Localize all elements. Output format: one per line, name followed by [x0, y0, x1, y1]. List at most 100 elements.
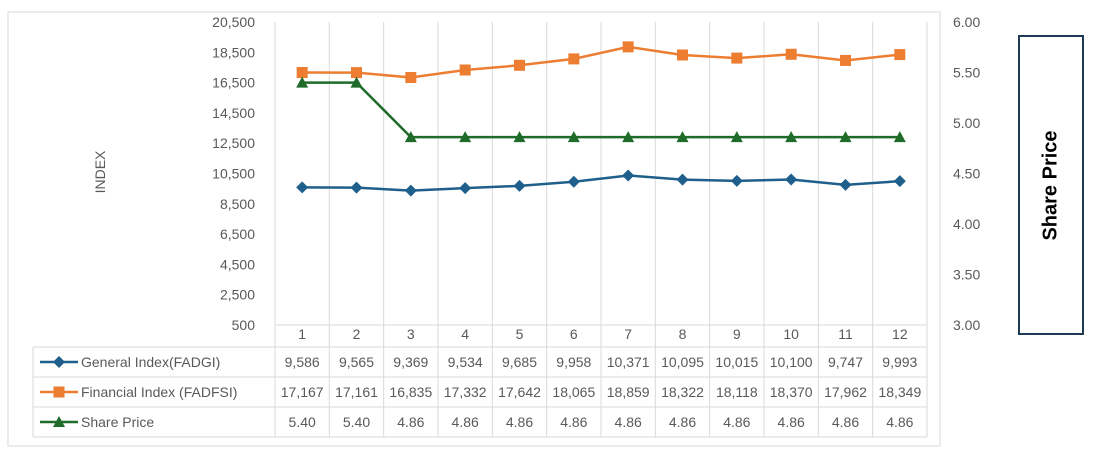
- x-tick-label: 8: [679, 326, 687, 342]
- diamond-marker: [622, 169, 635, 182]
- data-table-cell: 9,565: [339, 354, 374, 370]
- diamond-marker: [459, 182, 472, 195]
- diamond-marker: [785, 173, 798, 186]
- diamond-marker: [404, 184, 417, 197]
- data-table-cell: 18,370: [770, 384, 813, 400]
- x-tick-label: 4: [461, 326, 469, 342]
- diamond-marker: [296, 181, 309, 194]
- series-line-0: [302, 174, 900, 192]
- data-table-cell: 18,859: [607, 384, 650, 400]
- square-marker: [405, 72, 417, 84]
- data-table-cell: 10,095: [661, 354, 704, 370]
- data-table-cell: 4.86: [832, 414, 859, 430]
- share-price-label-box: Share Price: [1018, 35, 1084, 335]
- diamond-marker: [730, 174, 743, 187]
- triangle-marker: [622, 131, 635, 143]
- square-marker: [351, 67, 362, 79]
- y2-tick-label: 4.50: [953, 166, 980, 182]
- y-tick-label: 4,500: [220, 256, 255, 272]
- square-marker: [296, 66, 308, 78]
- y-tick-label: 16,500: [212, 75, 255, 91]
- diamond-marker: [350, 181, 363, 194]
- square-marker: [568, 53, 580, 65]
- legend-label: Share Price: [81, 414, 154, 430]
- square-marker: [894, 49, 906, 61]
- square-marker: [731, 52, 743, 64]
- square-marker: [785, 48, 797, 60]
- data-table-cell: 9,586: [285, 354, 320, 370]
- data-table-cell: 18,322: [661, 384, 704, 400]
- series-line-1: [302, 45, 900, 79]
- y-tick-label: 2,500: [220, 287, 255, 303]
- data-table-cell: 9,369: [393, 354, 428, 370]
- square-marker: [53, 386, 65, 398]
- x-tick-label: 3: [407, 326, 415, 342]
- square-marker: [514, 59, 525, 71]
- data-table-cell: 17,161: [335, 384, 378, 400]
- x-tick-label: 6: [570, 326, 578, 342]
- y2-tick-label: 3.50: [953, 267, 980, 283]
- data-table-cell: 9,993: [882, 354, 917, 370]
- legend-label: Financial Index (FADFSI): [81, 384, 237, 400]
- y-tick-label: 8,500: [220, 196, 255, 212]
- data-table-cell: 17,167: [281, 384, 324, 400]
- triangle-marker: [567, 131, 580, 143]
- data-table-cell: 4.86: [886, 414, 913, 430]
- x-tick-label: 9: [733, 326, 741, 342]
- triangle-marker: [839, 131, 852, 143]
- data-table-cell: 18,118: [716, 384, 758, 400]
- triangle-marker: [893, 131, 906, 143]
- triangle-marker: [53, 416, 65, 427]
- data-table-cell: 18,349: [878, 384, 921, 400]
- data-table-cell: 4.86: [669, 414, 696, 430]
- line-chart: 20,50018,50016,50014,50012,50010,5008,50…: [7, 11, 980, 447]
- diamond-marker: [839, 178, 852, 191]
- y-tick-label: 20,500: [212, 14, 255, 30]
- triangle-marker: [296, 76, 309, 88]
- data-table-cell: 17,332: [444, 384, 487, 400]
- diamond-marker: [567, 175, 580, 188]
- y-tick-label: 6,500: [220, 226, 255, 242]
- square-marker: [677, 49, 688, 61]
- triangle-marker: [676, 131, 689, 143]
- data-table-cell: 10,100: [770, 354, 813, 370]
- data-table-cell: 4.86: [615, 414, 642, 430]
- data-table-cell: 4.86: [723, 414, 750, 430]
- y-tick-label: 500: [232, 317, 256, 333]
- triangle-marker: [513, 131, 526, 143]
- y2-tick-label: 4.00: [953, 216, 980, 232]
- data-table-cell: 16,835: [389, 384, 432, 400]
- square-marker: [840, 54, 851, 66]
- data-table-cell: 4.86: [506, 414, 533, 430]
- y2-tick-label: 3.00: [953, 317, 980, 333]
- x-tick-label: 2: [353, 326, 361, 342]
- data-table-cell: 4.86: [452, 414, 479, 430]
- diamond-marker: [676, 173, 689, 186]
- x-tick-label: 10: [783, 326, 799, 342]
- square-marker: [622, 41, 634, 53]
- x-tick-label: 5: [516, 326, 524, 342]
- data-table-cell: 4.86: [778, 414, 805, 430]
- y2-tick-label: 5.00: [953, 115, 980, 131]
- triangle-marker: [785, 131, 798, 143]
- data-table-cell: 5.40: [343, 414, 370, 430]
- data-table-cell: 18,065: [552, 384, 595, 400]
- data-table-cell: 9,958: [556, 354, 591, 370]
- y-tick-label: 18,500: [212, 44, 255, 60]
- triangle-marker: [404, 131, 417, 143]
- y2-tick-label: 6.00: [953, 14, 980, 30]
- y-tick-label: 10,500: [212, 166, 255, 182]
- diamond-marker: [513, 179, 526, 192]
- data-table-cell: 4.86: [397, 414, 424, 430]
- x-tick-label: 1: [298, 326, 306, 342]
- data-table-cell: 10,015: [715, 354, 758, 370]
- y-axis-title: INDEX: [92, 150, 108, 193]
- data-table-cell: 9,534: [448, 354, 483, 370]
- data-table-cell: 9,685: [502, 354, 537, 370]
- square-marker: [459, 64, 471, 76]
- share-price-label: Share Price: [1039, 129, 1062, 241]
- triangle-marker: [350, 76, 363, 88]
- y2-tick-label: 5.50: [953, 65, 980, 81]
- x-tick-label: 12: [892, 326, 908, 342]
- series-line-2: [302, 81, 900, 139]
